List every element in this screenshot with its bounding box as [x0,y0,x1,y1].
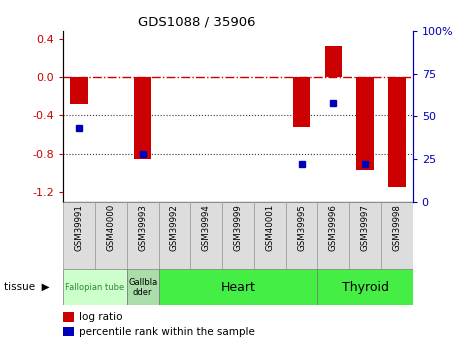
Text: GSM39998: GSM39998 [393,204,401,251]
Text: log ratio: log ratio [79,312,123,322]
Bar [127,202,159,269]
Bar [356,77,374,170]
Text: GSM40000: GSM40000 [106,204,115,251]
Bar [388,77,406,187]
Bar [95,202,127,269]
Bar [159,202,190,269]
Text: GSM40001: GSM40001 [265,204,274,251]
Bar [127,269,159,305]
Bar [293,77,310,127]
Text: Gallbla
dder: Gallbla dder [128,277,158,297]
Bar [159,269,318,305]
Text: GSM39992: GSM39992 [170,204,179,251]
Text: GSM39995: GSM39995 [297,204,306,251]
Bar [63,202,95,269]
Bar [318,269,413,305]
Text: GSM39997: GSM39997 [361,204,370,251]
Text: Fallopian tube: Fallopian tube [66,283,125,292]
Text: GSM39999: GSM39999 [234,204,242,250]
Bar [325,46,342,77]
Text: percentile rank within the sample: percentile rank within the sample [79,327,255,336]
Text: GSM39996: GSM39996 [329,204,338,251]
Text: tissue  ▶: tissue ▶ [4,282,49,292]
Text: Heart: Heart [220,281,256,294]
Bar [254,202,286,269]
Text: GSM39991: GSM39991 [75,204,83,251]
Text: GSM39993: GSM39993 [138,204,147,251]
Text: GSM39994: GSM39994 [202,204,211,251]
Bar [70,77,88,104]
Bar [190,202,222,269]
Bar [63,269,127,305]
Bar [349,202,381,269]
Bar [222,202,254,269]
Bar [381,202,413,269]
Bar [318,202,349,269]
Bar [134,77,151,159]
Bar [286,202,318,269]
Text: Thyroid: Thyroid [341,281,389,294]
Text: GDS1088 / 35906: GDS1088 / 35906 [138,16,256,29]
